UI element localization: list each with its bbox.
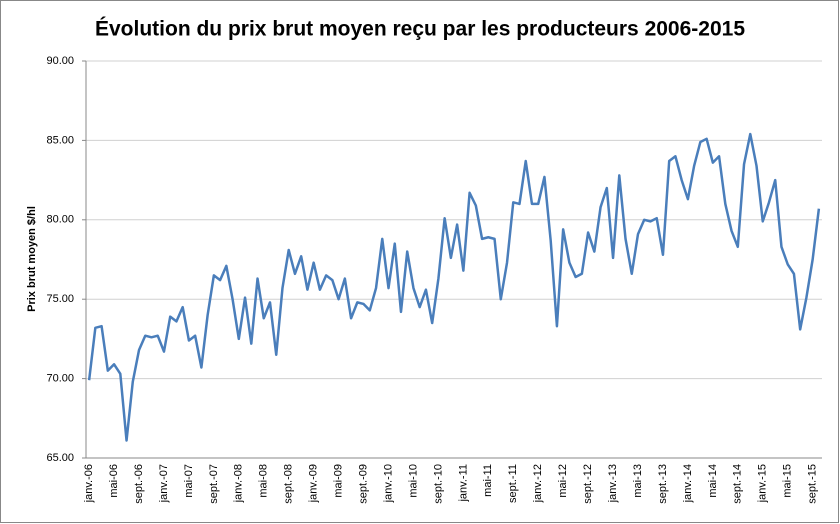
x-tick-label: janv.-06 bbox=[83, 464, 95, 503]
y-tick-label: 80.00 bbox=[46, 214, 74, 226]
x-tick-label: sept.-12 bbox=[582, 464, 594, 504]
y-axis-label: Prix brut moyen $/hl bbox=[26, 206, 38, 312]
x-tick-label: sept.-06 bbox=[133, 464, 145, 504]
x-tick-label: mai-15 bbox=[782, 464, 794, 498]
x-tick-label: sept.-07 bbox=[208, 464, 220, 504]
x-tick-label: mai-13 bbox=[632, 464, 644, 498]
x-tick-label: janv.-09 bbox=[308, 464, 320, 503]
x-tick-label: janv.-15 bbox=[757, 464, 769, 503]
x-tick-label: sept.-14 bbox=[732, 464, 744, 504]
x-tick-label: mai-14 bbox=[707, 464, 719, 498]
x-tick-label: mai-11 bbox=[482, 464, 494, 497]
line bbox=[87, 132, 821, 442]
x-tick-label: sept.-09 bbox=[357, 464, 369, 504]
y-tick-label: 70.00 bbox=[46, 373, 74, 385]
x-tick-label: sept.-08 bbox=[283, 464, 295, 504]
x-tick-label: sept.-11 bbox=[507, 464, 519, 503]
y-tick-label: 75.00 bbox=[46, 293, 74, 305]
y-tick-label: 90.00 bbox=[46, 55, 74, 67]
y-tick-label: 65.00 bbox=[46, 452, 74, 464]
y-tick-label: 85.00 bbox=[46, 134, 74, 146]
x-tick-label: janv.-11 bbox=[457, 464, 469, 503]
x-tick-label: sept.-13 bbox=[657, 464, 669, 504]
x-tick-label: mai-07 bbox=[183, 464, 195, 498]
x-tick-label: mai-08 bbox=[258, 464, 270, 498]
x-tick-label: sept.-15 bbox=[807, 464, 819, 504]
x-tick-label: janv.-08 bbox=[233, 464, 245, 503]
x-tick-label: janv.-10 bbox=[382, 464, 394, 503]
x-tick-label: mai-06 bbox=[108, 464, 120, 498]
chart-title: Évolution du prix brut moyen reçu par le… bbox=[95, 18, 745, 41]
x-tick-label: sept.-10 bbox=[432, 464, 444, 504]
x-tick-label: janv.-12 bbox=[532, 464, 544, 503]
x-tick-label: mai-10 bbox=[407, 464, 419, 498]
x-tick-label: janv.-13 bbox=[607, 464, 619, 503]
x-tick-label: mai-12 bbox=[557, 464, 569, 498]
x-tick-label: janv.-14 bbox=[682, 464, 694, 503]
x-tick-label: mai-09 bbox=[333, 464, 345, 498]
x-tick-label: janv.-07 bbox=[158, 464, 170, 503]
